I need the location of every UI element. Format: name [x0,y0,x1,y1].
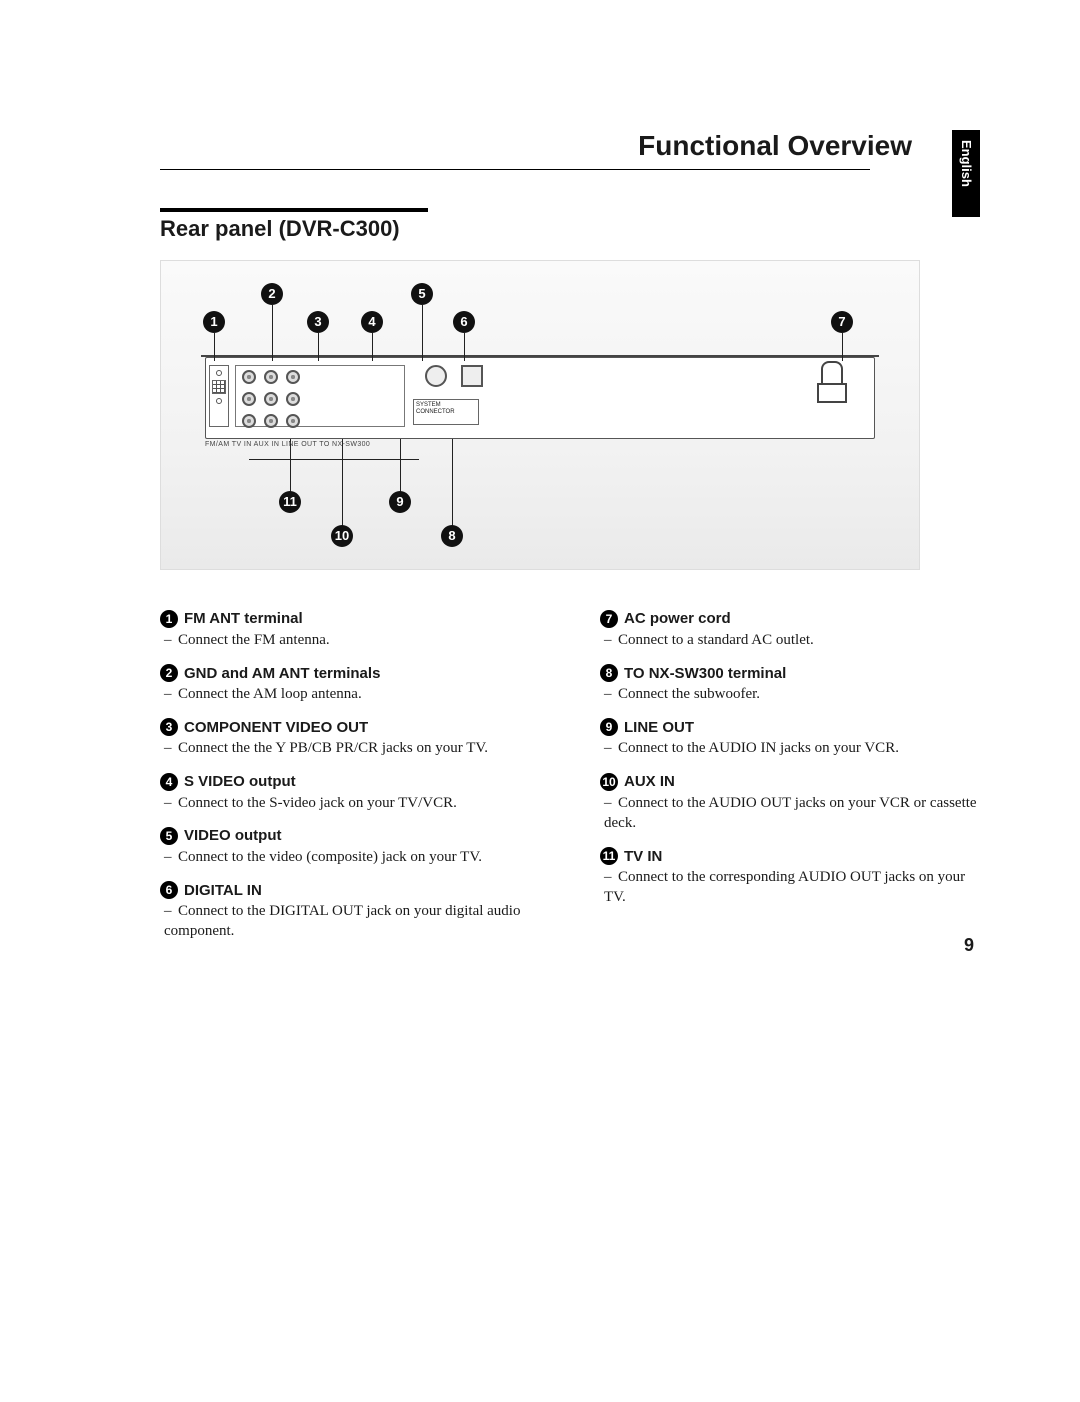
legend-item-7: 7 AC power cord –Connect to a standard AC … [600,610,980,650]
rear-panel-diagram: SYSTEM CONNECTOR FM/AM TV IN AUX IN LINE… [160,260,920,570]
legend-badge-8: 8 [600,664,618,682]
legend-item-1: 1 FM ANT terminal –Connect the FM antenna. [160,610,540,650]
legend-title: FM ANT terminal [184,610,303,627]
page-title: Functional Overview [638,130,912,170]
language-tab: English [952,130,980,217]
page-number: 9 [964,935,974,956]
callout-badge-2: 2 [261,283,283,305]
svideo-jack-graphic [425,365,447,387]
legend-desc: –Connect the FM antenna. [160,630,540,650]
legend-right-column: 7 AC power cord –Connect to a standard AC … [600,610,980,956]
bottom-strip-labels: FM/AM TV IN AUX IN LINE OUT TO NX-SW300 [205,441,370,448]
antenna-terminal-graphic [209,365,229,427]
jack-cluster-graphic [235,365,405,427]
legend-desc: –Connect the subwoofer. [600,684,980,704]
legend-badge-1: 1 [160,610,178,628]
callout-badge-6: 6 [453,311,475,333]
legend-title: TO NX-SW300 terminal [624,665,786,682]
legend-desc: –Connect to the S-video jack on your TV/… [160,793,540,813]
legend-item-10: 10 AUX IN –Connect to the AUDIO OUT jacks … [600,773,980,834]
callout-badge-4: 4 [361,311,383,333]
legend-title: AC power cord [624,610,731,627]
ac-cord-graphic [811,361,849,407]
legend-badge-11: 11 [600,847,618,865]
callout-badge-10: 10 [331,525,353,547]
system-connector-label: SYSTEM CONNECTOR [413,399,479,425]
legend-badge-2: 2 [160,664,178,682]
legend-desc: –Connect to a standard AC outlet. [600,630,980,650]
legend-title: AUX IN [624,773,675,790]
legend-badge-6: 6 [160,881,178,899]
legend-desc: –Connect to the corresponding AUDIO OUT … [600,867,980,908]
legend-item-9: 9 LINE OUT –Connect to the AUDIO IN jacks … [600,718,980,758]
legend-desc: –Connect the the Y PB/CB PR/CR jacks on … [160,738,540,758]
legend-item-8: 8 TO NX-SW300 terminal –Connect the subwoo… [600,664,980,704]
legend-left-column: 1 FM ANT terminal –Connect the FM antenna.… [160,610,540,956]
legend-badge-10: 10 [600,773,618,791]
legend-item-11: 11 TV IN –Connect to the corresponding AUD… [600,847,980,908]
legend-badge-7: 7 [600,610,618,628]
callout-badge-3: 3 [307,311,329,333]
callout-badge-1: 1 [203,311,225,333]
legend-desc: –Connect to the AUDIO OUT jacks on your … [600,793,980,834]
legend-desc: –Connect to the DIGITAL OUT jack on your… [160,901,540,942]
section-heading: Rear panel (DVR-C300) [160,208,428,242]
callout-badge-7: 7 [831,311,853,333]
callout-badge-8: 8 [441,525,463,547]
legend-title: GND and AM ANT terminals [184,665,380,682]
legend-badge-9: 9 [600,718,618,736]
legend-item-5: 5 VIDEO output –Connect to the video (comp… [160,827,540,867]
digital-jack-graphic [461,365,483,387]
callout-badge-11: 11 [279,491,301,513]
legend-title: VIDEO output [184,827,282,844]
legend-item-2: 2 GND and AM ANT terminals –Connect the AM… [160,664,540,704]
legend-desc: –Connect the AM loop antenna. [160,684,540,704]
legend-badge-5: 5 [160,827,178,845]
legend-title: COMPONENT VIDEO OUT [184,719,368,736]
legend-title: TV IN [624,848,662,865]
legend-desc: –Connect to the AUDIO IN jacks on your V… [600,738,980,758]
legend-title: LINE OUT [624,719,694,736]
legend-badge-4: 4 [160,773,178,791]
callout-badge-9: 9 [389,491,411,513]
callout-badge-5: 5 [411,283,433,305]
legend-item-3: 3 COMPONENT VIDEO OUT –Connect the the Y P… [160,718,540,758]
legend-title: DIGITAL IN [184,882,262,899]
legend-desc: –Connect to the video (composite) jack o… [160,847,540,867]
legend-badge-3: 3 [160,718,178,736]
legend-title: S VIDEO output [184,773,296,790]
legend-item-4: 4 S VIDEO output –Connect to the S-video j… [160,773,540,813]
legend-item-6: 6 DIGITAL IN –Connect to the DIGITAL OUT j… [160,881,540,942]
